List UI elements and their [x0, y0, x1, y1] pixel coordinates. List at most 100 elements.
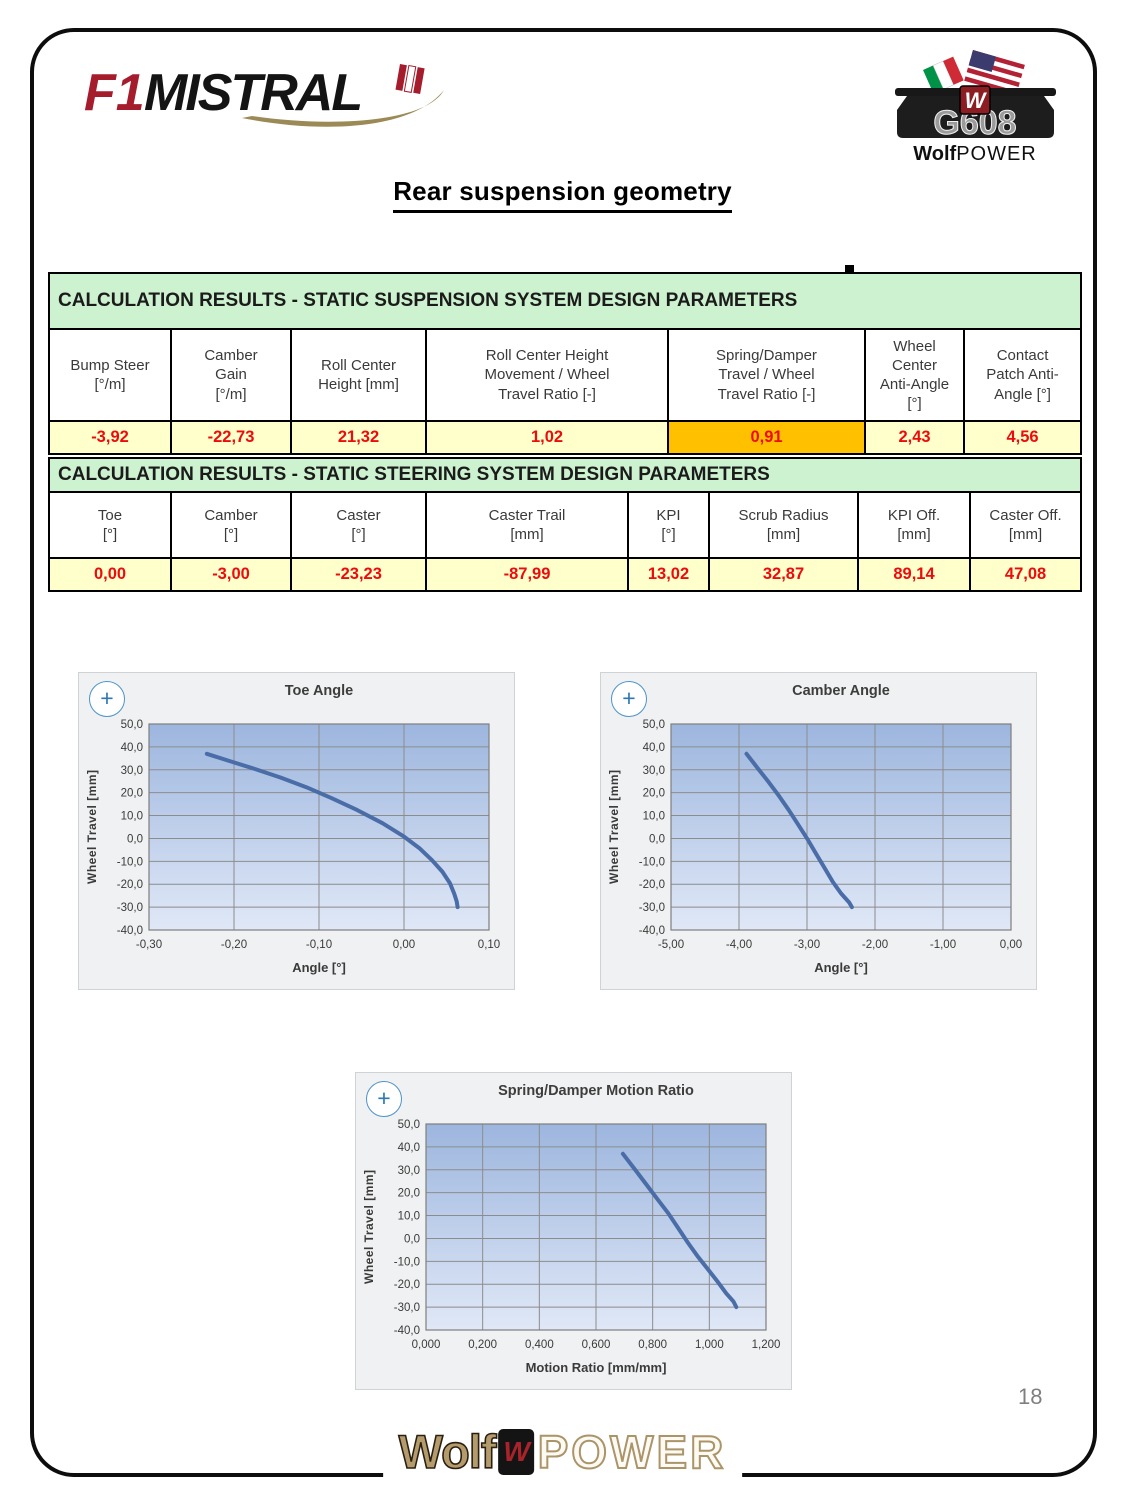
table-artifact-mark [845, 265, 854, 273]
svg-text:50,0: 50,0 [643, 719, 665, 731]
table-caption: CALCULATION RESULTS - STATIC STEERING SY… [47, 457, 1083, 493]
svg-text:F1: F1 [84, 64, 145, 122]
svg-text:-0,30: -0,30 [136, 939, 162, 951]
svg-text:20,0: 20,0 [398, 1188, 420, 1200]
chart-title: Spring/Damper Motion Ratio [498, 1083, 694, 1099]
svg-text:-30,0: -30,0 [639, 902, 665, 914]
column-header: KPI Off. [mm] [857, 491, 971, 559]
y-axis-label: Wheel Travel [mm] [362, 1169, 376, 1285]
svg-text:-30,0: -30,0 [117, 902, 143, 914]
column-header: Contact Patch Anti- Angle [°] [962, 328, 1083, 422]
footer-power-text: POWER [537, 1425, 727, 1479]
column-header: Caster [°] [290, 491, 427, 559]
svg-text:50,0: 50,0 [398, 1119, 420, 1131]
value-cell: 2,43 [864, 420, 965, 455]
svg-text:1,200: 1,200 [752, 1339, 781, 1351]
column-header: Bump Steer [°/m] [48, 328, 172, 422]
column-header: Camber [°] [170, 491, 292, 559]
svg-text:-30,0: -30,0 [394, 1302, 420, 1314]
svg-text:30,0: 30,0 [121, 765, 143, 777]
svg-text:10,0: 10,0 [398, 1211, 420, 1223]
svg-text:20,0: 20,0 [643, 788, 665, 800]
column-header: Caster Trail [mm] [425, 491, 629, 559]
page-number: 18 [1018, 1384, 1043, 1409]
table-caption: CALCULATION RESULTS - STATIC SUSPENSION … [47, 272, 1083, 330]
chart-zoom-button[interactable]: + [366, 1081, 402, 1117]
svg-text:0,400: 0,400 [525, 1339, 554, 1351]
svg-text:0,600: 0,600 [582, 1339, 611, 1351]
svg-text:-5,00: -5,00 [658, 939, 684, 951]
x-axis-label: Angle [°] [814, 960, 868, 975]
svg-text:W: W [965, 88, 988, 113]
svg-text:G608: G608 [933, 104, 1016, 142]
svg-text:-4,00: -4,00 [726, 939, 752, 951]
y-axis-label: Wheel Travel [mm] [607, 769, 621, 885]
value-cell: 0,00 [48, 557, 172, 592]
svg-text:10,0: 10,0 [643, 811, 665, 823]
svg-text:WolfPOWER: WolfPOWER [913, 143, 1037, 165]
svg-text:0,00: 0,00 [393, 939, 415, 951]
svg-text:-20,0: -20,0 [394, 1279, 420, 1291]
highlighted-value-cell: 0,91 [667, 420, 866, 455]
wolf-shield-icon: W [959, 85, 991, 115]
value-cell: 1,02 [425, 420, 669, 455]
svg-text:0,0: 0,0 [404, 1233, 420, 1245]
chart-zoom-button[interactable]: + [611, 681, 647, 717]
steering-results-table: CALCULATION RESULTS - STATIC STEERING SY… [47, 457, 1083, 592]
value-cell: -23,23 [290, 557, 427, 592]
svg-text:40,0: 40,0 [643, 742, 665, 754]
footer-wolf-text: Wolf [398, 1424, 498, 1479]
value-cell: -3,00 [170, 557, 292, 592]
svg-text:0,000: 0,000 [412, 1339, 441, 1351]
toe-angle-chart: 50,0 40,0 30,0 20,0 10,0 0,0 -10,0 -20,0 -30,0 -4… [78, 672, 515, 990]
svg-text:-20,0: -20,0 [639, 879, 665, 891]
wolfpower-footer-logo: Wolf W POWER [382, 1424, 743, 1479]
svg-text:-2,00: -2,00 [862, 939, 888, 951]
svg-text:-10,0: -10,0 [117, 856, 143, 868]
svg-text:-10,0: -10,0 [639, 856, 665, 868]
svg-text:20,0: 20,0 [121, 788, 143, 800]
column-header: Caster Off. [mm] [968, 491, 1083, 559]
value-cell: 4,56 [962, 420, 1083, 455]
svg-text:-0,10: -0,10 [306, 939, 332, 951]
svg-text:-40,0: -40,0 [394, 1325, 420, 1337]
value-cell: 47,08 [968, 557, 1083, 592]
wolf-emblem-icon: W [498, 1428, 535, 1475]
plot-area: 50,0 40,0 30,0 20,0 10,0 0,0 -10,0 -20,0 -30,0 -4… [639, 719, 1022, 951]
svg-text:0,0: 0,0 [127, 833, 143, 845]
chart-title: Camber Angle [792, 683, 890, 699]
svg-text:40,0: 40,0 [398, 1142, 420, 1154]
camber-angle-chart: 50,0 40,0 30,0 20,0 10,0 0,0 -10,0 -20,0 -30,0 -4… [600, 672, 1037, 990]
chart-zoom-button[interactable]: + [89, 681, 125, 717]
svg-text:-40,0: -40,0 [639, 925, 665, 937]
value-cell: 13,02 [627, 557, 710, 592]
suspension-results-table: CALCULATION RESULTS - STATIC SUSPENSION … [47, 272, 1083, 455]
svg-text:30,0: 30,0 [398, 1165, 420, 1177]
svg-text:-10,0: -10,0 [394, 1256, 420, 1268]
column-header: Roll Center Height [mm] [290, 328, 427, 422]
svg-text:0,00: 0,00 [1000, 939, 1022, 951]
x-axis-label: Angle [°] [292, 960, 346, 975]
svg-text:30,0: 30,0 [643, 765, 665, 777]
svg-text:MISTRAL: MISTRAL [144, 64, 361, 122]
value-cell: -22,73 [170, 420, 292, 455]
column-header: Spring/Damper Travel / Wheel Travel Rati… [667, 328, 866, 422]
plot-area: 50,0 40,0 30,0 20,0 10,0 0,0 -10,0 -20,0 -30,0 -4… [394, 1119, 781, 1351]
page-title: Rear suspension geometry [393, 176, 732, 213]
x-axis-label: Motion Ratio [mm/mm] [525, 1360, 667, 1375]
svg-text:-3,00: -3,00 [794, 939, 820, 951]
mistral-swoosh [242, 90, 444, 127]
us-flag-icon [964, 50, 1025, 96]
svg-text:0,0: 0,0 [649, 833, 665, 845]
column-header: Toe [°] [48, 491, 172, 559]
chart-title: Toe Angle [284, 683, 354, 699]
column-header: Roll Center Height Movement / Wheel Trav… [425, 328, 669, 422]
value-cell: -3,92 [48, 420, 172, 455]
svg-text:-40,0: -40,0 [117, 925, 143, 937]
y-axis-label: Wheel Travel [mm] [85, 769, 99, 885]
svg-text:-0,20: -0,20 [221, 939, 247, 951]
svg-text:40,0: 40,0 [121, 742, 143, 754]
svg-text:-1,00: -1,00 [930, 939, 956, 951]
svg-text:0,10: 0,10 [478, 939, 500, 951]
mistral-flag-icon [395, 63, 425, 94]
